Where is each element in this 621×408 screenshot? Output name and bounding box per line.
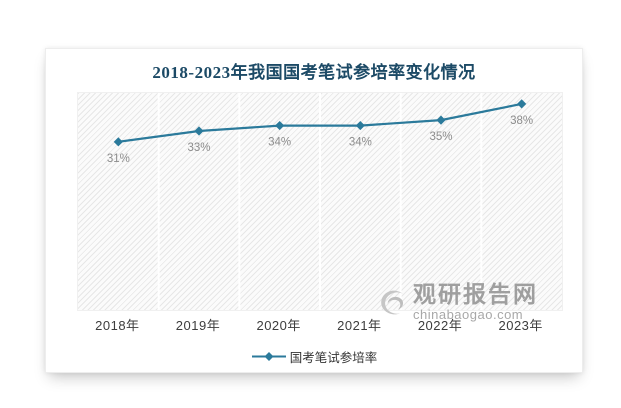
- legend: 国考笔试参培率: [46, 347, 582, 366]
- x-axis-label: 2019年: [175, 318, 221, 333]
- data-point-label: 31%: [107, 153, 130, 165]
- data-point-label: 34%: [268, 137, 291, 149]
- legend-label: 国考笔试参培率: [289, 351, 378, 365]
- x-axis-label: 2021年: [337, 318, 382, 333]
- x-axis-label: 2023年: [498, 318, 543, 333]
- chart-card: 2018-2023年我国国考笔试参培率变化情况 31% 33% 34% 34% 35% 3…: [45, 48, 583, 373]
- data-point-label: 34%: [349, 137, 372, 149]
- chart-title: 2018-2023年我国国考笔试参培率变化情况: [152, 63, 476, 82]
- data-point-marker: [436, 115, 446, 125]
- series-line: [118, 102, 522, 143]
- plot-area: 31% 33% 34% 34% 35% 38%: [77, 92, 563, 311]
- x-axis-label: 2022年: [417, 318, 463, 333]
- data-point-marker: [275, 120, 285, 131]
- data-point-label: 38%: [510, 115, 533, 127]
- line-chart: 31% 33% 34% 34% 35% 38%: [107, 93, 533, 310]
- data-point-marker: [194, 126, 204, 136]
- x-axis-label: 2020年: [256, 318, 301, 333]
- data-point-marker: [355, 120, 365, 131]
- data-point-label: 33%: [187, 142, 210, 154]
- x-axis-label: 2018年: [95, 318, 140, 333]
- data-point-marker: [113, 137, 123, 147]
- legend-line-marker-icon: [251, 352, 286, 361]
- x-axis: 2018年 2019年 2020年 2021年 2022年 2023年: [77, 315, 561, 333]
- data-point-label: 35%: [429, 131, 452, 143]
- data-point-marker: [517, 99, 527, 109]
